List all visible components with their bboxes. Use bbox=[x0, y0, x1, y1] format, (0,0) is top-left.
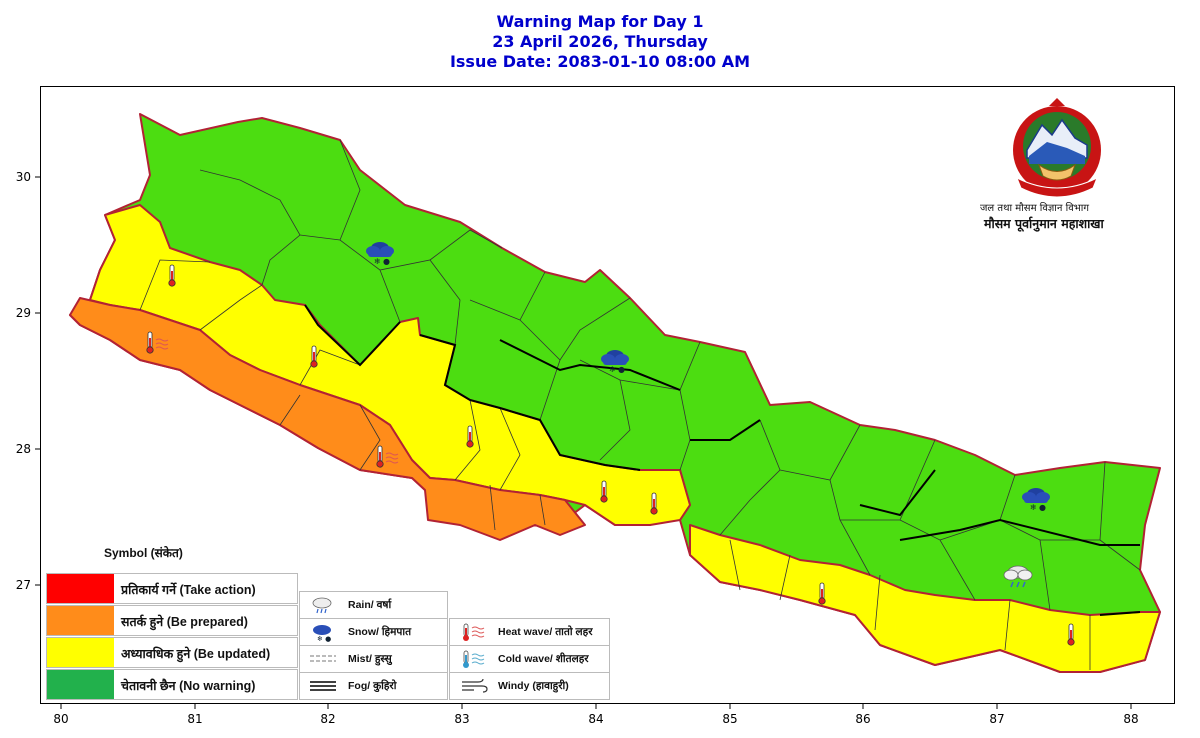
legend-row-be-updated: अध्यावधिक हुने (Be updated) bbox=[46, 637, 298, 668]
x-tick: 82 bbox=[320, 712, 335, 726]
svg-text:●: ● bbox=[618, 365, 625, 374]
snow-icon: ❄ ● bbox=[601, 350, 629, 374]
warning-level-legend: प्रतिकार्य गर्ने (Take action) सतर्क हुन… bbox=[46, 573, 298, 701]
svg-text:❄: ❄ bbox=[1030, 503, 1037, 512]
symbol-label: Cold wave/ शीतलहर bbox=[498, 653, 589, 665]
symbol-row-fog: Fog/ कुहिरो bbox=[300, 673, 447, 700]
rain-icon bbox=[1003, 565, 1033, 588]
x-tick: 83 bbox=[454, 712, 469, 726]
x-tick: 85 bbox=[722, 712, 737, 726]
symbol-label: Windy (हावाहुरी) bbox=[498, 680, 569, 692]
svg-text:●: ● bbox=[383, 257, 390, 266]
snow-icon: ❄ ● bbox=[313, 625, 331, 642]
nepal-emblem-logo bbox=[1013, 98, 1101, 198]
region-be-prepared-west bbox=[69, 297, 586, 541]
legend-label: चेतावनी छैन (No warning) bbox=[121, 679, 256, 693]
map-frame bbox=[40, 86, 1175, 704]
y-tick: 29 bbox=[16, 306, 31, 320]
division-name: मौसम पूर्वानुमान महाशाखा bbox=[984, 216, 1104, 231]
symbol-row-snow: ❄ ● Snow/ हिमपात bbox=[300, 619, 447, 646]
symbol-row-mist: Mist/ हुस्सु bbox=[300, 646, 447, 673]
map-title: Warning Map for Day 1 bbox=[496, 12, 704, 31]
legend-label: अध्यावधिक हुने (Be updated) bbox=[121, 647, 271, 661]
symbol-label: Mist/ हुस्सु bbox=[348, 653, 392, 665]
svg-text:●: ● bbox=[1039, 503, 1046, 512]
x-tick: 87 bbox=[989, 712, 1004, 726]
symbol-label: Rain/ वर्षा bbox=[348, 599, 392, 611]
windy-icon bbox=[462, 678, 488, 693]
y-tick: 28 bbox=[16, 442, 31, 456]
legend-swatch bbox=[47, 606, 114, 635]
symbol-label: Snow/ हिमपात bbox=[348, 626, 412, 638]
x-tick: 86 bbox=[855, 712, 870, 726]
department-name: जल तथा मौसम विज्ञान विभाग bbox=[980, 203, 1090, 214]
rain-icon bbox=[312, 597, 332, 614]
fog-icon bbox=[310, 681, 336, 691]
x-tick: 80 bbox=[53, 712, 68, 726]
heat-wave-icon bbox=[146, 331, 169, 354]
symbol-legend-weather: Rain/ वर्षा ❄ ● Snow/ हिमपात Mist/ हुस्स… bbox=[299, 591, 448, 700]
x-tick: 88 bbox=[1123, 712, 1138, 726]
y-tick: 30 bbox=[16, 170, 31, 184]
symbol-row-rain: Rain/ वर्षा bbox=[300, 592, 447, 619]
symbol-row-windy: Windy (हावाहुरी) bbox=[450, 673, 609, 700]
legend-row-no-warning: चेतावनी छैन (No warning) bbox=[46, 669, 298, 700]
issue-date: Issue Date: 2083-01-10 08:00 AM bbox=[449, 52, 751, 71]
symbol-row-heat-wave: Heat wave/ तातो लहर bbox=[450, 619, 609, 646]
legend-swatch bbox=[47, 574, 114, 603]
mist-icon bbox=[310, 655, 336, 662]
map-date: 23 April 2026, Thursday bbox=[492, 32, 708, 51]
x-tick: 81 bbox=[187, 712, 202, 726]
snow-icon: ❄ ● bbox=[1022, 488, 1050, 512]
y-tick: 27 bbox=[16, 578, 31, 592]
svg-text:❄: ❄ bbox=[609, 365, 616, 374]
cold-wave-icon bbox=[463, 650, 485, 668]
symbol-row-cold-wave: Cold wave/ शीतलहर bbox=[450, 646, 609, 673]
symbol-label: Heat wave/ तातो लहर bbox=[498, 626, 593, 638]
legend-row-take-action: प्रतिकार्य गर्ने (Take action) bbox=[46, 573, 298, 604]
snow-icon: ❄ ● bbox=[366, 242, 394, 266]
legend-row-be-prepared: सतर्क हुने (Be prepared) bbox=[46, 605, 298, 636]
legend-title: Symbol (संकेत) bbox=[104, 546, 183, 560]
svg-text:❄ ●: ❄ ● bbox=[317, 635, 331, 642]
svg-text:❄: ❄ bbox=[374, 257, 381, 266]
region-be-updated-east bbox=[689, 524, 1161, 673]
legend-label: प्रतिकार्य गर्ने (Take action) bbox=[121, 583, 256, 597]
heat-wave-icon bbox=[463, 623, 485, 641]
heat-wave-icon bbox=[376, 445, 399, 468]
legend-label: सतर्क हुने (Be prepared) bbox=[121, 615, 248, 629]
x-tick: 84 bbox=[588, 712, 603, 726]
symbol-label: Fog/ कुहिरो bbox=[348, 680, 397, 692]
legend-swatch bbox=[47, 670, 114, 699]
symbol-legend-temperature: Heat wave/ तातो लहर Cold wave/ शीतलहर Wi… bbox=[449, 618, 610, 700]
legend-swatch bbox=[47, 638, 114, 667]
